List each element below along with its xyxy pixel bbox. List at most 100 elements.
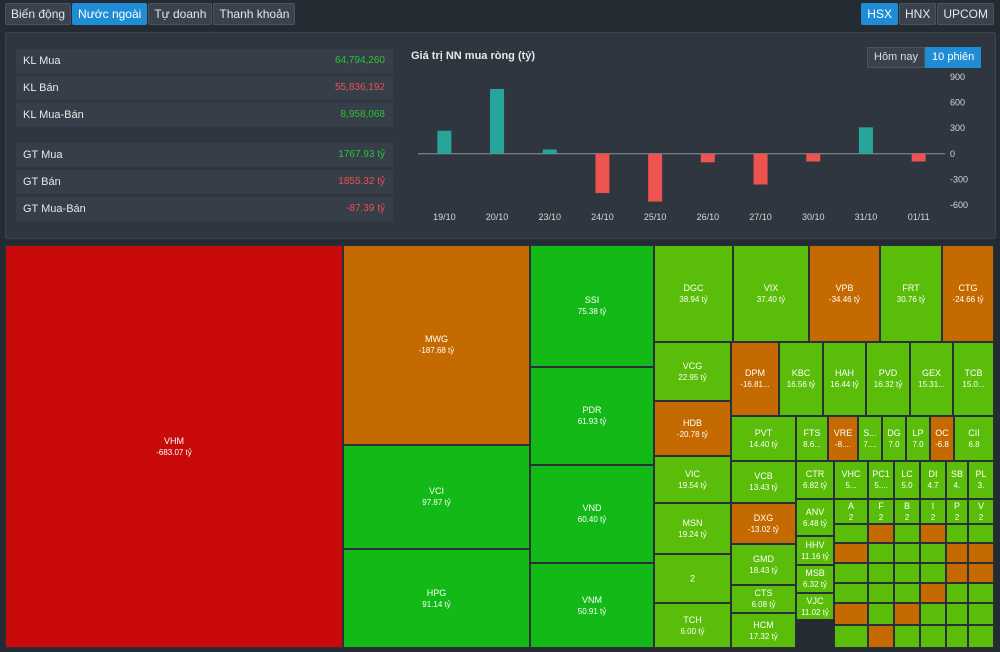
tab-bien-dong[interactable]: Biến động: [5, 3, 72, 25]
exchange-hsx-button[interactable]: HSX: [861, 3, 898, 25]
treemap-cell-small[interactable]: [868, 583, 894, 603]
treemap-cell-pvd[interactable]: PVD 16.32 tỷ: [866, 342, 910, 416]
treemap-cell-small[interactable]: [946, 583, 968, 603]
treemap-cell-msn[interactable]: MSN 19.24 tỷ: [654, 503, 731, 554]
bar[interactable]: [700, 153, 715, 163]
exchange-upcom-button[interactable]: UPCOM: [937, 3, 994, 25]
treemap-cell-s[interactable]: S... 7....: [858, 416, 882, 461]
treemap-cell-fts[interactable]: FTS 8.6...: [796, 416, 828, 461]
treemap-cell-small[interactable]: [834, 583, 868, 603]
treemap-cell-vnm[interactable]: VNM 50.91 tỷ: [530, 563, 654, 648]
treemap-cell-vhc[interactable]: VHC 5...: [834, 461, 868, 499]
treemap-cell-tch[interactable]: TCH 6.00 tỷ: [654, 603, 731, 648]
treemap-cell-2[interactable]: 2: [654, 554, 731, 603]
treemap-cell-ssi[interactable]: SSI 75.38 tỷ: [530, 245, 654, 367]
treemap-cell-mwg[interactable]: MWG -187.68 tỷ: [343, 245, 530, 445]
period-10-sessions-button[interactable]: 10 phiên: [925, 47, 982, 68]
treemap-cell-small[interactable]: [946, 603, 968, 625]
treemap-cell-small[interactable]: [868, 625, 894, 648]
treemap-cell-small[interactable]: [894, 625, 920, 648]
treemap-cell-small[interactable]: [894, 563, 920, 583]
treemap-cell-small[interactable]: [946, 524, 968, 543]
treemap-cell-small[interactable]: [868, 543, 894, 563]
treemap-cell-small[interactable]: [920, 543, 946, 563]
treemap-cell-gex[interactable]: GEX 15.31...: [910, 342, 953, 416]
exchange-hnx-button[interactable]: HNX: [898, 3, 937, 25]
treemap-cell-small[interactable]: [920, 563, 946, 583]
treemap-cell-small[interactable]: [946, 625, 968, 648]
treemap-cell-small[interactable]: [894, 603, 920, 625]
treemap-cell-small[interactable]: [968, 543, 994, 563]
treemap-cell-vre[interactable]: VRE -8....: [828, 416, 858, 461]
treemap-cell-di[interactable]: DI 4.7: [920, 461, 946, 499]
treemap-cell-dgc[interactable]: DGC 38.94 tỷ: [654, 245, 733, 342]
treemap-cell-ctr[interactable]: CTR 6.82 tỷ: [796, 461, 834, 499]
tab-tu-doanh[interactable]: Tự doanh: [148, 3, 213, 25]
treemap-cell-pc1[interactable]: PC1 5....: [868, 461, 894, 499]
treemap-cell-hhv[interactable]: HHV 11.16 tỷ: [796, 536, 834, 565]
treemap-cell-small[interactable]: [894, 524, 920, 543]
treemap-cell-gmd[interactable]: GMD 18.43 tỷ: [731, 544, 796, 585]
treemap-cell-small[interactable]: [968, 563, 994, 583]
treemap-cell-cts[interactable]: CTS 6.08 tỷ: [731, 585, 796, 613]
treemap-cell-small[interactable]: [894, 543, 920, 563]
bar[interactable]: [490, 88, 505, 154]
treemap-cell-small[interactable]: [868, 603, 894, 625]
treemap-cell-vci[interactable]: VCI 97.87 tỷ: [343, 445, 530, 549]
bar[interactable]: [542, 149, 557, 154]
treemap-cell-kbc[interactable]: KBC 16.56 tỷ: [779, 342, 823, 416]
bar[interactable]: [648, 153, 663, 202]
bar[interactable]: [595, 153, 610, 194]
treemap-cell-small[interactable]: [834, 543, 868, 563]
treemap-cell-vix[interactable]: VIX 37.40 tỷ: [733, 245, 809, 342]
treemap-cell-small[interactable]: [946, 563, 968, 583]
treemap-cell-dpm[interactable]: DPM -16.81...: [731, 342, 779, 416]
treemap-cell-small[interactable]: [834, 625, 868, 648]
treemap-cell-msb[interactable]: MSB 6.32 tỷ: [796, 565, 834, 593]
treemap-cell-small[interactable]: [834, 603, 868, 625]
treemap-cell-hah[interactable]: HAH 16.44 tỷ: [823, 342, 866, 416]
treemap-cell-vic[interactable]: VIC 19.54 tỷ: [654, 456, 731, 503]
treemap-cell-oc[interactable]: OC -6.8: [930, 416, 954, 461]
treemap-cell-small[interactable]: [968, 524, 994, 543]
treemap-cell-small[interactable]: [946, 543, 968, 563]
treemap-cell-anv[interactable]: ANV 6.48 tỷ: [796, 499, 834, 536]
treemap-cell-hdb[interactable]: HDB -20.78 tỷ: [654, 401, 731, 456]
treemap-cell-small[interactable]: [920, 625, 946, 648]
treemap-cell-vcg[interactable]: VCG 22.95 tỷ: [654, 342, 731, 401]
treemap-cell-dg[interactable]: DG 7.0: [882, 416, 906, 461]
treemap-cell-small[interactable]: [868, 563, 894, 583]
treemap-cell-small[interactable]: [968, 583, 994, 603]
bar[interactable]: [753, 153, 768, 185]
treemap-cell-vpb[interactable]: VPB -34.46 tỷ: [809, 245, 880, 342]
treemap-cell-vnd[interactable]: VND 60.40 tỷ: [530, 465, 654, 563]
treemap-cell-ctg[interactable]: CTG -24.66 tỷ: [942, 245, 994, 342]
tab-thanh-khoan[interactable]: Thanh khoản: [213, 3, 296, 25]
treemap-cell-vcb[interactable]: VCB 13.43 tỷ: [731, 461, 796, 503]
treemap-cell-hcm[interactable]: HCM 17.32 tỷ: [731, 613, 796, 648]
treemap-cell-small[interactable]: [968, 603, 994, 625]
treemap-cell-pdr[interactable]: PDR 61.93 tỷ: [530, 367, 654, 465]
treemap-cell-small[interactable]: [920, 524, 946, 543]
treemap-cell-hpg[interactable]: HPG 91.14 tỷ: [343, 549, 530, 648]
treemap-cell-sb[interactable]: SB 4.: [946, 461, 968, 499]
treemap-cell-vhm[interactable]: VHM -683.07 tỷ: [5, 245, 343, 648]
treemap-cell-small[interactable]: [920, 583, 946, 603]
treemap-cell-small[interactable]: [834, 563, 868, 583]
treemap-cell-small[interactable]: [920, 603, 946, 625]
tab-nuoc-ngoai[interactable]: Nước ngoài: [72, 3, 148, 25]
treemap-cell-vjc[interactable]: VJC 11.02 tỷ: [796, 593, 834, 620]
treemap-cell-tcb[interactable]: TCB 15.0...: [953, 342, 994, 416]
treemap-cell-lc[interactable]: LC 5.0: [894, 461, 920, 499]
treemap-cell-dxg[interactable]: DXG -13.02 tỷ: [731, 503, 796, 544]
bar[interactable]: [911, 153, 926, 162]
treemap-cell-frt[interactable]: FRT 30.76 tỷ: [880, 245, 942, 342]
treemap-cell-pvt[interactable]: PVT 14.40 tỷ: [731, 416, 796, 461]
treemap-cell-small[interactable]: [834, 524, 868, 543]
